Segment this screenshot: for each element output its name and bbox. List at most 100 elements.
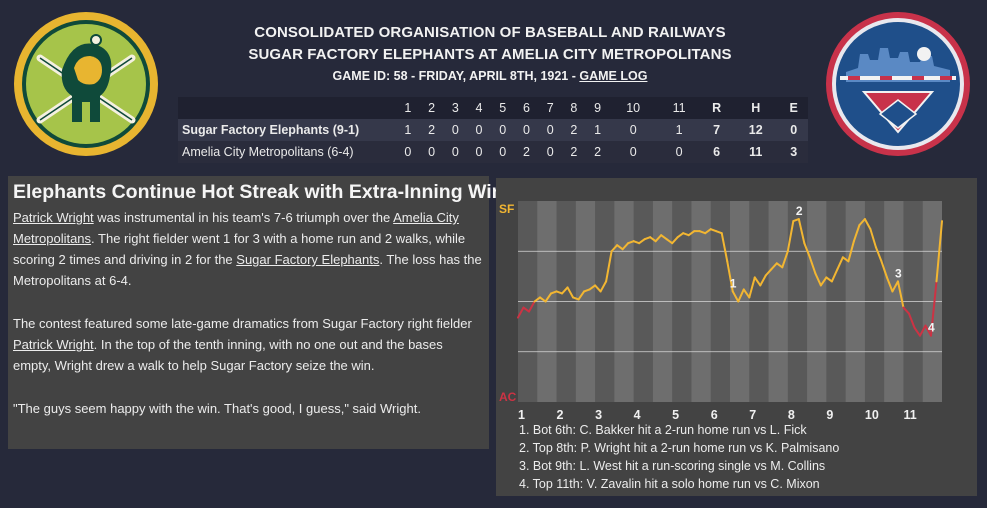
win-probability-segment [726,260,734,293]
win-probability-segment [885,276,894,293]
win-probability-segment [638,238,646,245]
win-probability-segment [852,224,861,243]
win-probability-segment [819,276,828,287]
team-column-header [178,97,396,119]
win-probability-segment [836,256,844,271]
amelia-city-metropolitans-logo [824,10,972,158]
errors-header: E [779,97,808,119]
win-probability-segment [896,280,905,309]
win-probability-segment [544,292,553,303]
win-probability-segment [621,242,630,251]
win-probability-segment [847,240,855,263]
game-header: CONSOLIDATED ORGANISATION OF BASEBALL AN… [180,22,800,83]
player-link[interactable]: Patrick Wright [13,210,94,225]
win-probability-segment [935,220,943,283]
win-probability-segment [863,218,872,231]
inning-tick-label: 8 [788,408,795,422]
inning-header: 11 [656,97,702,119]
win-probability-segment [676,232,685,239]
inning-score: 0 [396,141,420,163]
win-probability-segment [880,260,888,279]
key-event: 4. Top 11th: V. Zavalin hit a solo home … [519,477,820,491]
win-probability-segment [649,236,657,243]
inning-score: 2 [514,141,539,163]
inning-header: 8 [562,97,586,119]
inning-score: 0 [609,119,657,141]
win-probability-segment [797,218,806,245]
runs-header: R [701,97,733,119]
key-event: 1. Bot 6th: C. Bakker hit a 2-run home r… [519,423,807,437]
errors-total: 3 [779,141,808,163]
win-probability-segment [759,274,767,287]
win-probability-segment [616,244,624,251]
inning-score: 2 [562,119,586,141]
inning-score: 0 [467,119,491,141]
win-probability-segment [841,256,850,263]
inning-header: 5 [490,97,515,119]
inning-score: 2 [562,141,586,163]
hits-total: 12 [732,119,780,141]
inning-header: 1 [396,97,420,119]
team-link[interactable]: Amelia City Metropolitans [13,210,459,246]
inning-header: 3 [443,97,468,119]
team-name-home[interactable]: Amelia City Metropolitans (6-4) [178,141,396,163]
sugar-factory-elephants-logo [12,10,160,158]
win-probability-segment [786,220,795,253]
team-link[interactable]: Sugar Factory Elephants [236,252,380,267]
player-link[interactable]: Patrick Wright [13,337,94,352]
win-probability-segment [533,296,542,303]
inning-score: 0 [443,141,468,163]
win-probability-segment [902,306,910,315]
inning-score: 0 [443,119,468,141]
league-title: CONSOLIDATED ORGANISATION OF BASEBALL AN… [254,24,726,41]
inning-header: 9 [585,97,610,119]
game-log-link[interactable]: GAME LOG [579,69,648,83]
inning-score: 2 [419,119,444,141]
article-text: . In the top of the tenth inning, with n… [13,337,443,373]
win-probability-segment [561,286,569,295]
inning-score: 0 [538,141,563,163]
win-probability-segment [803,242,811,259]
inning-header: 7 [538,97,563,119]
win-probability-segment [830,268,839,283]
win-probability-segment [522,306,531,313]
win-probability-segment [517,306,525,319]
team-name-away[interactable]: Sugar Factory Elephants (9-1) [178,119,396,141]
article-text: The contest featured some late-game dram… [13,316,472,331]
key-event-marker: 4 [928,321,935,335]
inning-score: 1 [585,119,610,141]
win-probability-segment [742,288,751,299]
win-probability-segment [891,280,899,293]
inning-tick-label: 6 [711,408,718,422]
win-probability-segment [605,250,613,283]
key-event-marker: 2 [796,204,803,218]
runs-total: 7 [701,119,733,141]
win-probability-segment [814,272,822,287]
article-text: . The right fielder went 1 for 3 with a … [13,231,466,267]
inning-score: 0 [609,141,657,163]
win-probability-segment [775,262,784,269]
inning-score: 0 [419,141,444,163]
win-probability-chart: SF AC 1 2 3 4 5 6 7 8 9 10 11 1 2 3 4 1. Bot 6th: C. Bak… [496,178,977,496]
win-probability-segment [748,276,756,299]
win-probability-segment [687,230,696,237]
win-probability-segment [720,232,729,263]
win-probability-segment [731,290,740,303]
win-probability-segment [704,228,712,235]
win-probability-segment [913,326,921,337]
article-paragraph: Patrick Wright was instrumental in his t… [13,207,484,291]
inning-tick-label: 1 [518,408,525,422]
inning-score: 0 [490,141,515,163]
win-probability-segment [665,238,674,245]
y-axis-top-label: SF [499,202,514,216]
win-probability-segment [764,268,773,277]
win-probability-segment [869,228,877,249]
key-event: 2. Top 8th: P. Wright hit a 2-run home r… [519,441,840,455]
win-probability-segment [588,284,597,291]
linescore-row-away: Sugar Factory Elephants (9-1) 1 2 0 0 0 … [178,119,808,141]
inning-score: 1 [396,119,420,141]
article-paragraph: The contest featured some late-game dram… [13,313,484,376]
inning-score: 0 [656,141,702,163]
key-event: 3. Bot 9th: L. West hit a run-scoring si… [519,459,826,473]
